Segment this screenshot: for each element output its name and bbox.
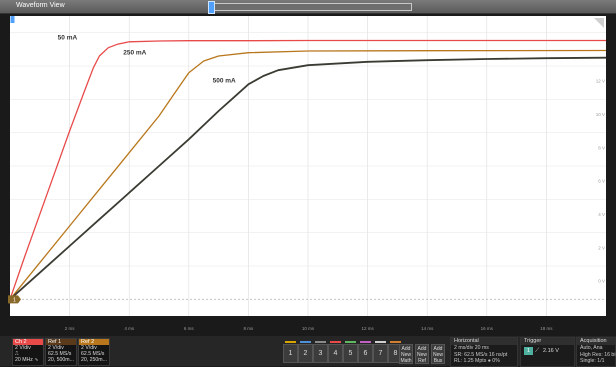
y-tick-label: 6 V xyxy=(598,179,605,184)
acquisition-line-3: Single: 1/1 xyxy=(580,358,605,364)
y-tick-label: 10 V xyxy=(596,112,605,117)
y-tick-label: 12 V xyxy=(596,79,605,84)
ground-marker-label: 1 xyxy=(13,298,16,304)
horizontal-line-2: SR: 62.5 MS/s 16 ns/pt xyxy=(454,351,508,358)
x-tick-label: 6 ms xyxy=(184,326,195,331)
channel-color-stripe xyxy=(300,341,311,343)
ground-marker-shape[interactable] xyxy=(8,295,21,304)
series-line-250-ma xyxy=(9,49,607,300)
add-button-text: New xyxy=(416,352,427,358)
trigger-level: 2.16 V xyxy=(543,348,559,354)
add-new-ref-button[interactable]: Add New Ref xyxy=(415,344,429,364)
waveform-plot[interactable]: 2 ms 4 ms 6 ms 8 ms 10 ms 12 ms 14 ms 16 ms 18 m… xyxy=(0,14,616,336)
x-tick-label: 12 ms xyxy=(361,326,374,331)
add-button-text: New xyxy=(400,352,411,358)
channel-color-stripe xyxy=(315,341,326,343)
bottom-control-bar: Ch 2 2 V/div ⎍ 20 MHz ∿ Ref 1 2 V/div 62… xyxy=(0,336,616,367)
scrollbar-thumb[interactable] xyxy=(208,1,215,14)
x-tick-label: 8 ms xyxy=(244,326,255,331)
ref2-line-3: 20, 250m... xyxy=(81,357,107,363)
channel-button-label: 1 xyxy=(288,350,293,357)
series-line-500-ma xyxy=(9,56,607,300)
horizontal-panel[interactable]: Horizontal 2 ms/div 20 ms SR: 62.5 MS/s … xyxy=(450,337,518,367)
ref1-badge[interactable]: Ref 1 2 V/div 62.5 MS/s 20, 500m... xyxy=(45,338,77,366)
annotation-label: 500 mA xyxy=(213,78,236,85)
add-button-text: Add xyxy=(417,346,427,352)
ref1-line-2: 62.5 MS/s xyxy=(48,351,72,357)
channel-ground-marker: 1 xyxy=(8,295,21,304)
annotation-label: 250 mA xyxy=(123,49,146,56)
channel-button-label: 3 xyxy=(318,350,323,357)
x-tick-label: 16 ms xyxy=(481,326,494,331)
channel-button-5[interactable]: 5 xyxy=(343,341,358,363)
annotation-label: 50 mA xyxy=(58,34,78,41)
acquisition-title: Acquisition xyxy=(577,338,615,345)
channel-button-label: 4 xyxy=(333,350,338,357)
ref1-head: Ref 1 xyxy=(46,339,76,345)
channel-color-stripe xyxy=(390,341,401,343)
acquisition-line-2: High Res: 16 bi xyxy=(580,351,616,358)
add-button-text: Add xyxy=(433,346,443,352)
horizontal-title: Horizontal xyxy=(451,338,517,345)
ref2-badge[interactable]: Ref 2 2 V/div 62.5 MS/s 20, 250m... xyxy=(78,338,110,366)
channel-button-label: 2 xyxy=(303,350,308,357)
trigger-title: Trigger xyxy=(521,338,574,345)
channel-button-7[interactable]: 7 xyxy=(373,341,388,363)
channel-color-stripe xyxy=(360,341,371,343)
trigger-row: 1 ⟋ 2.16 V xyxy=(521,347,574,357)
ref2-line-1: 2 V/div xyxy=(81,345,97,351)
add-button-text: Math xyxy=(400,358,412,364)
y-tick-label: 4 V xyxy=(598,212,605,217)
horizontal-line-3: RL: 1.25 Mpts ● 0% xyxy=(454,358,500,364)
ch2-line-2: ⎍ xyxy=(15,351,19,357)
ref1-line-3: 20, 500m... xyxy=(48,357,74,363)
add-button-text: Bus xyxy=(433,358,443,364)
channel-button-6[interactable]: 6 xyxy=(358,341,373,363)
trigger-source: 1 xyxy=(524,347,533,355)
ref2-head: Ref 2 xyxy=(79,339,109,345)
add-button-text: New xyxy=(432,352,443,358)
channel-button-label: 5 xyxy=(348,350,353,357)
acquisition-panel[interactable]: Acquisition Auto, Ana High Res: 16 bi Si… xyxy=(576,337,616,367)
window-title: Waveform View xyxy=(16,2,65,9)
trigger-panel[interactable]: Trigger 1 ⟋ 2.16 V xyxy=(520,337,575,367)
add-button-text: Ref xyxy=(418,358,426,364)
ch2-badge[interactable]: Ch 2 2 V/div ⎍ 20 MHz ∿ xyxy=(12,338,44,366)
acquisition-line-1: Auto, Ana xyxy=(580,345,603,351)
waveform-scrollbar[interactable] xyxy=(208,1,412,14)
channel-button-label: 7 xyxy=(378,350,383,357)
ref2-line-2: 62.5 MS/s xyxy=(81,351,105,357)
channel-button-4[interactable]: 4 xyxy=(328,341,343,363)
corner-triangle-icon xyxy=(594,18,604,28)
channel-color-stripe xyxy=(375,341,386,343)
channel-button-label: 8 xyxy=(393,350,398,357)
channel-color-stripe xyxy=(330,341,341,343)
horizontal-line-1: 2 ms/div 20 ms xyxy=(454,345,489,351)
channel-button-label: 6 xyxy=(363,350,368,357)
ch2-line-1: 2 V/div xyxy=(15,345,31,351)
add-new-math-button[interactable]: Add New Math xyxy=(399,344,413,364)
y-tick-label: 0 V xyxy=(598,279,605,284)
x-tick-label: 14 ms xyxy=(421,326,434,331)
channel-button-2[interactable]: 2 xyxy=(298,341,313,363)
series-line-50-ma xyxy=(9,39,606,300)
title-bar: Waveform View xyxy=(0,0,616,14)
y-tick-label: 8 V xyxy=(598,145,605,150)
add-button-text: Add xyxy=(401,346,411,352)
channel-color-stripe xyxy=(285,341,296,343)
add-new-bus-button[interactable]: Add New Bus xyxy=(431,344,445,364)
channel-color-stripe xyxy=(345,341,356,343)
ch2-line-3: 20 MHz ∿ xyxy=(15,357,39,363)
ref1-line-1: 2 V/div xyxy=(48,345,64,351)
y-tick-label: 2 V xyxy=(598,245,605,250)
channel-button-3[interactable]: 3 xyxy=(313,341,328,363)
x-tick-label: 10 ms xyxy=(302,326,315,331)
x-tick-label: 4 ms xyxy=(124,326,135,331)
time-marker-icon xyxy=(10,16,15,23)
x-tick-label: 2 ms xyxy=(65,326,76,331)
x-tick-label: 18 ms xyxy=(540,326,553,331)
trigger-slope-icon: ⟋ xyxy=(535,348,540,354)
ch2-head: Ch 2 xyxy=(13,339,43,345)
channel-button-1[interactable]: 1 xyxy=(283,341,298,363)
